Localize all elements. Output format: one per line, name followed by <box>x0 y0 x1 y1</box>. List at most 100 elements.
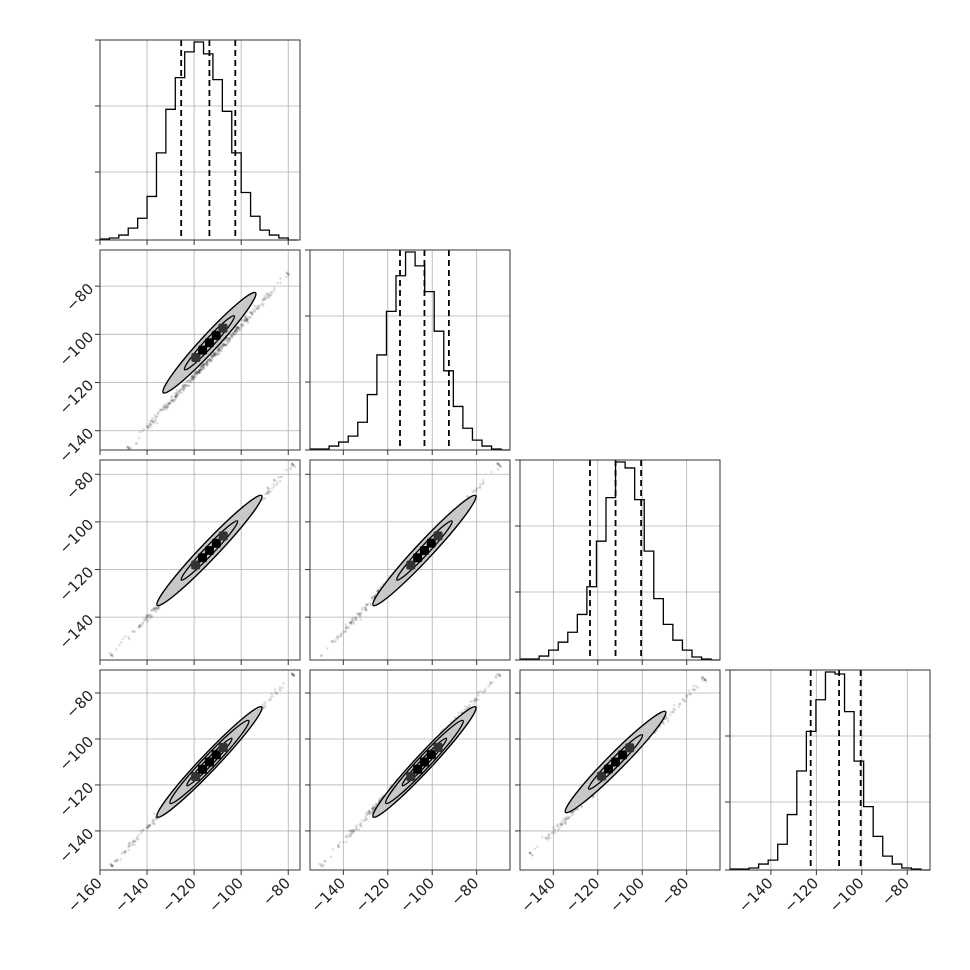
sample-point <box>170 395 173 398</box>
sample-point <box>111 864 114 868</box>
sample-point <box>198 368 202 371</box>
sample-point <box>330 639 334 643</box>
sample-point <box>235 329 239 333</box>
sample-point <box>368 812 372 816</box>
sample-point <box>555 824 559 827</box>
sample-point <box>337 846 341 849</box>
sample-point <box>171 398 174 402</box>
sample-point <box>209 359 212 362</box>
sample-point <box>374 802 378 806</box>
sample-point <box>236 327 239 330</box>
sample-point <box>346 626 349 629</box>
sample-point <box>371 596 374 599</box>
density-core <box>211 750 221 760</box>
sample-point <box>226 336 229 340</box>
sample-point <box>175 388 179 392</box>
sample-point <box>210 354 213 357</box>
sample-point <box>155 607 158 610</box>
sample-point <box>291 463 295 467</box>
sample-point <box>363 818 367 822</box>
sample-point <box>264 704 267 708</box>
sample-point <box>345 625 348 629</box>
sample-point <box>465 495 469 498</box>
sample-point <box>703 678 707 682</box>
sample-point <box>354 825 357 828</box>
sample-point <box>323 860 327 863</box>
sample-point <box>174 396 177 399</box>
density-core <box>604 764 614 774</box>
sample-point <box>263 706 266 709</box>
panel-frame <box>729 669 931 871</box>
sample-point <box>460 710 464 713</box>
sample-point <box>135 442 139 445</box>
sample-point <box>202 362 205 366</box>
sample-point <box>172 400 175 404</box>
sample-point <box>137 833 141 837</box>
sample-point <box>166 405 170 409</box>
sample-point <box>227 337 231 340</box>
sample-point <box>146 426 150 430</box>
sample-point <box>192 377 195 381</box>
sample-point <box>257 304 261 308</box>
sample-point <box>340 633 343 636</box>
sample-point <box>244 319 248 323</box>
sample-point <box>366 810 369 814</box>
sample-point <box>222 343 226 346</box>
sample-point <box>215 349 218 353</box>
sample-point <box>182 389 185 393</box>
density-core <box>413 553 423 563</box>
sample-point <box>248 310 252 314</box>
sample-point <box>228 338 232 341</box>
sample-point <box>246 317 249 321</box>
panel-frame <box>99 669 301 871</box>
sample-point <box>185 379 189 383</box>
sample-point <box>292 673 295 677</box>
sample-point <box>151 608 155 611</box>
x-tick-label: −80 <box>259 874 294 909</box>
sample-point <box>183 383 187 387</box>
sample-point <box>168 402 172 405</box>
sample-point <box>703 677 706 681</box>
sample-point <box>666 717 669 720</box>
sample-point <box>576 807 580 811</box>
sample-point <box>160 408 164 412</box>
x-tick-label: −120 <box>158 874 200 916</box>
sample-point <box>263 297 266 300</box>
sample-point <box>189 379 193 383</box>
sample-point <box>556 823 560 826</box>
sample-point <box>151 820 155 823</box>
sample-point <box>344 627 347 630</box>
sample-point <box>359 824 362 827</box>
density-core <box>596 771 606 781</box>
sample-point <box>553 832 557 835</box>
sample-point <box>163 408 166 412</box>
sample-point <box>205 361 209 364</box>
density-core <box>191 352 201 362</box>
sample-point <box>208 358 211 361</box>
hist-panel-0 <box>95 39 301 241</box>
sample-point <box>371 806 375 810</box>
sample-point <box>226 340 230 343</box>
hist-panel-3 <box>725 669 931 871</box>
sample-point <box>110 653 113 657</box>
sample-point <box>359 612 363 615</box>
sample-point <box>202 363 206 366</box>
sample-point <box>666 719 670 723</box>
scatter-panel-2-0 <box>95 459 301 665</box>
sample-point <box>173 392 177 395</box>
sample-point <box>349 832 353 836</box>
density-core <box>426 750 436 760</box>
sample-point <box>195 373 198 377</box>
sample-point <box>138 430 142 434</box>
panel-frame <box>99 459 301 661</box>
sample-point <box>213 354 216 358</box>
sample-point <box>323 859 327 863</box>
x-tick-label: −80 <box>447 874 482 909</box>
sample-point <box>688 692 692 696</box>
sample-point <box>360 606 364 610</box>
sample-point <box>115 858 119 862</box>
sample-point <box>146 620 149 623</box>
sample-point <box>684 699 687 703</box>
sample-point <box>204 361 207 364</box>
sample-point <box>373 805 377 808</box>
